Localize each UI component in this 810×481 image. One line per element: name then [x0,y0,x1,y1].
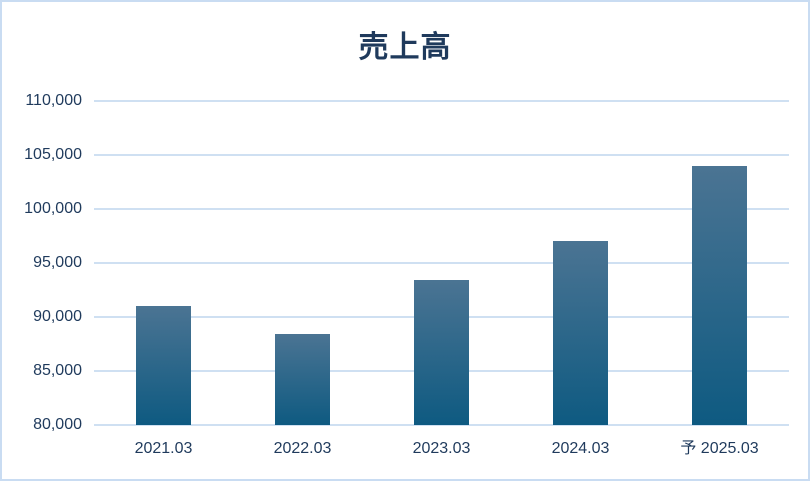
x-tick-label: 2024.03 [551,440,610,457]
y-axis: 110,000 105,000 100,000 95,000 90,000 85,000 8… [2,92,82,433]
bar [136,306,191,425]
chart-title: 売上高 [358,31,452,64]
y-tick-label: 90,000 [33,308,82,325]
x-tick-label: 2023.03 [412,440,471,457]
gridline [94,262,789,264]
bar [414,280,469,425]
x-axis: 2021.03 2022.03 2023.03 2024.03 予 2025.03 [94,439,789,463]
x-tick-label: 2021.03 [134,440,193,457]
gridline [94,100,789,102]
gridline [94,424,789,426]
y-tick-label: 105,000 [24,146,82,163]
bar [275,334,330,425]
gridline [94,154,789,156]
x-tick-label: 予 2025.03 [680,440,759,457]
y-tick-label: 100,000 [24,200,82,217]
gridline [94,208,789,210]
y-tick-label: 85,000 [33,362,82,379]
bar [692,165,747,425]
y-tick-label: 95,000 [33,254,82,271]
plot-area [94,100,789,426]
x-tick-label: 2022.03 [273,440,332,457]
y-tick-label: 80,000 [33,416,82,433]
y-tick-label: 110,000 [25,92,82,109]
bar [553,241,608,425]
